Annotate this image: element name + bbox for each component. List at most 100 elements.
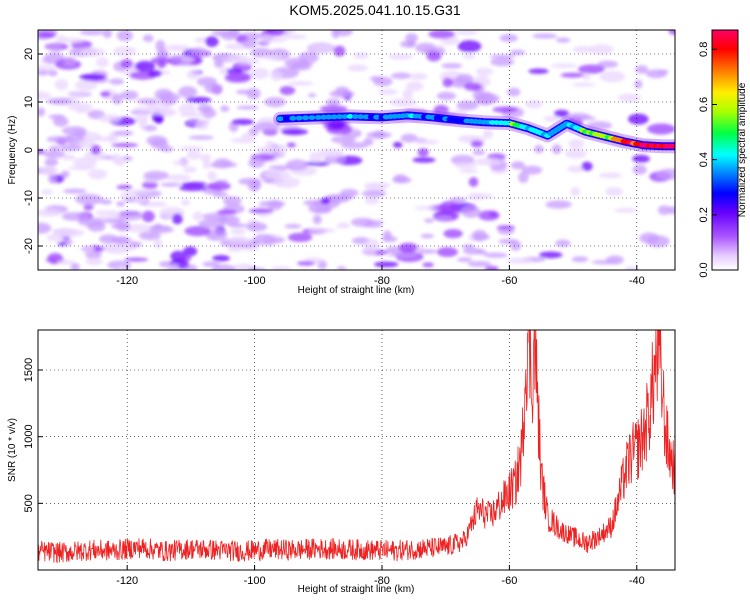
heatmap-cell (181, 199, 190, 206)
heatmap-cell (41, 189, 54, 195)
heatmap-cell (267, 199, 283, 211)
heatmap-cell (120, 90, 139, 100)
heatmap-cell (255, 146, 281, 154)
heatmap-cell (83, 204, 94, 211)
heatmap-cell (202, 261, 220, 267)
heatmap-cell (38, 222, 52, 234)
heatmap-cell (617, 93, 642, 103)
heatmap-cell (75, 80, 98, 91)
heatmap-cell (123, 224, 152, 233)
ridge-point (325, 114, 333, 120)
heatmap-cell (270, 266, 292, 270)
heatmap-cell (112, 46, 137, 57)
heatmap-y-axis-label: Frequency (Hz) (7, 116, 18, 185)
heatmap-cell (320, 197, 331, 205)
heatmap-cell (457, 257, 473, 263)
heatmap-cell (202, 160, 212, 170)
ridge-point (308, 115, 316, 120)
snr-y-axis-label: SNR (10 * v/v) (7, 418, 18, 482)
ridge-point (362, 114, 370, 120)
heatmap-cell (210, 161, 238, 168)
ridge-point (282, 116, 290, 121)
heatmap-cell (168, 263, 179, 270)
heatmap-cell (454, 30, 479, 35)
heatmap-cell (518, 171, 529, 183)
heatmap-cell (75, 193, 104, 205)
heatmap-cell (281, 128, 309, 136)
heatmap-cell (98, 114, 121, 123)
heatmap-cell (238, 177, 260, 186)
heatmap-y-tick-label: -20 (23, 238, 35, 254)
heatmap-cell (178, 184, 207, 192)
ridge-point (346, 114, 354, 119)
heatmap-cell (632, 154, 650, 163)
heatmap-cell (231, 118, 254, 126)
heatmap-cell (287, 232, 313, 242)
heatmap-cell (212, 254, 231, 262)
heatmap-cell (426, 51, 442, 62)
heatmap-cell (179, 146, 204, 151)
heatmap-cell (279, 85, 296, 96)
heatmap-cell (361, 190, 387, 198)
heatmap-cell (230, 228, 246, 235)
heatmap-cell (400, 133, 418, 143)
snr-frame (37, 329, 676, 571)
heatmap-cell (241, 132, 254, 140)
heatmap-cell (217, 209, 237, 215)
heatmap-cell (38, 208, 62, 217)
colorbar-tick-label: 0.4 (698, 152, 710, 167)
heatmap-cell (111, 142, 139, 148)
heatmap-cell (120, 59, 133, 69)
heatmap-cell (38, 149, 46, 155)
heatmap-y-tick-label: 0 (23, 147, 35, 153)
snr-x-tick-label: -100 (244, 575, 266, 587)
heatmap-cell (93, 136, 120, 142)
heatmap-cell (224, 72, 252, 83)
heatmap-cell (38, 65, 56, 71)
heatmap-cell (181, 181, 208, 187)
heatmap-cell (138, 231, 161, 241)
heatmap-cell (599, 70, 626, 83)
heatmap-cell (142, 34, 154, 43)
colorbar-tick-label: 0.2 (698, 207, 710, 222)
colorbar (711, 29, 739, 271)
heatmap-cell (38, 31, 56, 38)
heatmap-cell (538, 251, 563, 259)
heatmap-cell (185, 96, 212, 103)
heatmap-cell (186, 69, 200, 80)
heatmap-x-tick-label: -80 (374, 275, 390, 287)
heatmap-cell (172, 213, 183, 225)
heatmap-x-axis-label: Height of straight line (km) (298, 285, 415, 296)
heatmap-cell (521, 165, 543, 175)
heatmap-cell (284, 34, 307, 40)
heatmap-cell (483, 252, 508, 258)
heatmap-cell (211, 30, 240, 36)
heatmap-cell (116, 184, 133, 190)
colorbar-tick-label: 0.0 (698, 262, 710, 277)
heatmap-cell (205, 36, 219, 47)
ridge-point (341, 114, 349, 119)
heatmap-cell (381, 236, 398, 243)
heatmap-cell (461, 206, 482, 218)
heatmap-cell (467, 261, 492, 267)
heatmap-cell (597, 60, 619, 68)
heatmap-cell (236, 105, 259, 110)
heatmap-cell (572, 46, 595, 53)
heatmap-cell (148, 226, 174, 234)
heatmap-cell (211, 264, 236, 270)
heatmap-cell (59, 144, 83, 151)
heatmap-cell (178, 86, 198, 98)
heatmap-cell (492, 106, 518, 113)
heatmap-cell (308, 228, 337, 233)
heatmap-cell (364, 220, 384, 225)
heatmap-cell (319, 105, 348, 113)
heatmap-cell (472, 229, 488, 242)
heatmap-cell (63, 188, 87, 194)
snr-y-tick-label: 1000 (23, 424, 35, 448)
heatmap-cell (38, 70, 50, 76)
heatmap-cell (164, 44, 191, 52)
heatmap-cell (568, 139, 585, 149)
heatmap-cell (245, 222, 268, 232)
heatmap-cell (405, 33, 418, 44)
